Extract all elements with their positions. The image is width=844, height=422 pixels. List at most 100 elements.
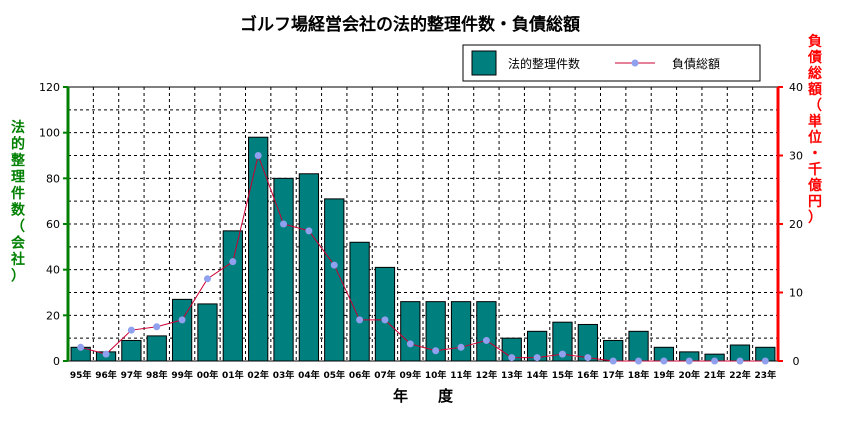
- line-point: [584, 354, 592, 362]
- x-tick-label: 99年: [171, 369, 193, 381]
- bar: [222, 230, 243, 362]
- line-point: [761, 357, 769, 365]
- bar: [450, 301, 472, 362]
- x-tick-label: 05年: [323, 369, 345, 381]
- y-axis-label-right: 負債総額（単位・千億円）: [807, 33, 822, 226]
- grid: [68, 87, 778, 361]
- legend: 法的整理件数 負債総額: [462, 44, 761, 82]
- bar: [273, 177, 294, 362]
- bar: [171, 298, 193, 362]
- chart-title: ゴルフ場経営会社の法的整理件数・負債総額: [240, 14, 580, 35]
- left-tick-labels: 0 20 40 60 80 100 120: [39, 81, 68, 368]
- bar: [324, 198, 345, 362]
- y-axis-label-left: 法的整理件数（会社）: [10, 119, 26, 285]
- bar-series: [70, 136, 776, 362]
- x-tick-label: 21年: [704, 369, 726, 381]
- line-point: [356, 316, 364, 324]
- bar: [425, 301, 446, 362]
- y-tick-label-left: 120: [39, 81, 60, 94]
- x-tick-label: 10年: [425, 369, 447, 381]
- x-tick-label: 04年: [298, 369, 320, 381]
- x-tick-label: 19年: [653, 369, 675, 381]
- y-tick-label-right: 30: [789, 150, 803, 163]
- line-point: [558, 350, 566, 358]
- x-tick-label: 16年: [577, 369, 599, 381]
- line-point: [127, 326, 135, 334]
- x-tick-label: 01年: [222, 369, 244, 381]
- x-tick-labels: 95年 96年 97年 98年 99年 00年 01年 02年 03年 04年 05年 06年 07年 0…: [70, 369, 776, 381]
- legend-line-marker: [631, 59, 639, 67]
- x-tick-label: 09年: [400, 369, 422, 381]
- x-tick-label: 13年: [501, 369, 523, 381]
- bar: [374, 266, 396, 362]
- y-tick-label-right: 0: [793, 355, 800, 368]
- x-tick-label: 00年: [197, 369, 219, 381]
- line-point: [254, 152, 262, 159]
- line-point: [280, 220, 288, 228]
- y-tick-label-left: 0: [53, 355, 60, 368]
- line-point: [229, 258, 237, 266]
- y-tick-label-right: 40: [789, 81, 803, 94]
- line-point: [736, 357, 744, 365]
- bar: [628, 330, 649, 362]
- x-axis-label: 年 度: [393, 387, 454, 405]
- legend-box: [462, 44, 761, 82]
- y-tick-label-left: 80: [46, 172, 60, 185]
- line-point: [635, 357, 643, 365]
- x-tick-label: 97年: [121, 369, 143, 381]
- line-point: [685, 357, 693, 365]
- y-tick-label-left: 60: [46, 218, 60, 231]
- line-series: [77, 152, 769, 365]
- legend-bar-swatch: [471, 50, 497, 76]
- line-point: [457, 343, 465, 351]
- line-point: [609, 357, 617, 365]
- line-point: [482, 336, 490, 344]
- line-point: [77, 343, 85, 351]
- legend-bar-label: 法的整理件数: [508, 56, 580, 71]
- right-tick-labels: 0 10 20 30 40: [778, 81, 803, 368]
- x-tick-label: 06年: [349, 369, 371, 381]
- line-point: [533, 354, 541, 362]
- y-tick-label-left: 100: [39, 127, 60, 140]
- x-tick-label: 18年: [628, 369, 650, 381]
- x-tick-label: 96年: [95, 369, 117, 381]
- x-tick-label: 07年: [374, 369, 396, 381]
- x-tick-label: 03年: [273, 369, 295, 381]
- x-tick-label: 11年: [450, 369, 472, 381]
- bar: [146, 335, 167, 362]
- bar: [121, 339, 142, 362]
- bar: [476, 301, 497, 362]
- bar: [349, 241, 370, 362]
- line-point: [305, 227, 313, 235]
- x-tick-label: 17年: [602, 369, 624, 381]
- y-tick-label-right: 10: [789, 287, 803, 300]
- line-path: [80, 153, 766, 362]
- x-tick-label: 22年: [729, 369, 751, 381]
- line-point: [102, 350, 110, 358]
- line-point: [711, 357, 719, 365]
- x-tick-label: 23年: [755, 369, 777, 381]
- line-point: [406, 340, 414, 348]
- x-tick-label: 98年: [146, 369, 168, 381]
- bar: [552, 321, 573, 362]
- line-point: [660, 357, 668, 365]
- x-tick-label: 20年: [678, 369, 700, 381]
- bar: [197, 303, 218, 362]
- line-point: [153, 323, 161, 331]
- x-tick-label: 14年: [526, 369, 548, 381]
- line-point: [178, 316, 186, 324]
- bar: [248, 136, 269, 362]
- bar: [400, 301, 421, 362]
- x-tick-label: 15年: [552, 369, 574, 381]
- y-tick-label-left: 40: [46, 264, 60, 277]
- bar: [298, 173, 320, 362]
- x-tick-label: 02年: [247, 369, 269, 381]
- x-tick-label: 12年: [476, 369, 498, 381]
- y-tick-label-left: 20: [46, 309, 60, 322]
- line-point: [508, 354, 516, 362]
- line-point: [432, 347, 440, 355]
- line-point: [203, 275, 211, 283]
- line-point: [330, 261, 338, 269]
- line-point: [381, 316, 389, 324]
